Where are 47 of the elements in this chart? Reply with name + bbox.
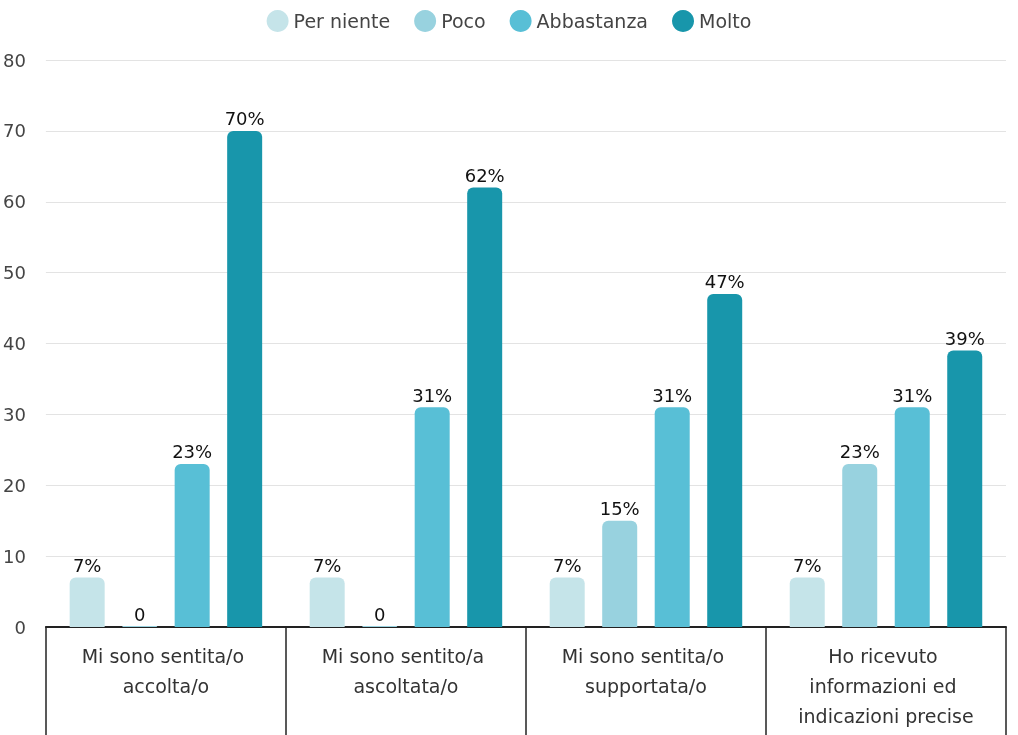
x-tick-label: Mi sono sentita/o supportata/o xyxy=(561,645,731,697)
legend-label: Abbastanza xyxy=(536,10,649,32)
bar xyxy=(894,407,930,627)
y-tick-label: 50 xyxy=(3,262,26,284)
data-label: 31% xyxy=(652,384,693,406)
bar xyxy=(549,577,585,627)
bar xyxy=(654,407,690,627)
legend-label: Poco xyxy=(441,10,486,32)
data-label: 7% xyxy=(312,554,342,576)
data-label: 23% xyxy=(172,441,213,463)
data-label: 39% xyxy=(944,328,985,350)
data-label: 23% xyxy=(839,441,880,463)
bar xyxy=(414,407,450,627)
y-tick-label: 20 xyxy=(3,474,26,496)
y-tick-label: 60 xyxy=(3,191,26,213)
bar xyxy=(707,293,743,627)
bar xyxy=(789,577,825,627)
data-label: 47% xyxy=(704,271,745,293)
data-label: 31% xyxy=(892,384,933,406)
bar xyxy=(227,130,263,627)
y-tick-label: 0 xyxy=(14,616,26,638)
y-tick-label: 10 xyxy=(3,545,26,567)
data-label: 31% xyxy=(412,384,453,406)
data-label: 15% xyxy=(599,498,640,520)
bar xyxy=(842,463,878,627)
data-label: 7% xyxy=(72,554,102,576)
y-tick-label: 30 xyxy=(3,403,26,425)
bar xyxy=(467,187,503,627)
y-tick-label: 80 xyxy=(3,49,26,71)
bar xyxy=(309,577,345,627)
data-label: 0 xyxy=(133,603,146,625)
x-tick-label: Mi sono sentito/a ascoltata/o xyxy=(321,645,491,697)
y-tick-label: 70 xyxy=(3,120,26,142)
data-label: 7% xyxy=(552,554,582,576)
bar xyxy=(947,350,983,627)
legend-label: Per niente xyxy=(293,10,391,32)
y-tick-label: 40 xyxy=(3,333,26,354)
bar xyxy=(602,520,638,627)
data-label: 0 xyxy=(373,603,386,625)
x-tick-label: Mi sono sentita/o accolta/o xyxy=(81,645,251,697)
x-tick-label: Ho ricevuto informazioni ed indicazioni precise xyxy=(798,645,974,727)
data-label: 62% xyxy=(464,165,505,187)
bar xyxy=(174,463,210,627)
data-label: 70% xyxy=(224,108,265,130)
legend-label: Molto xyxy=(699,10,752,32)
bar xyxy=(69,577,105,627)
data-label: 7% xyxy=(792,554,822,576)
